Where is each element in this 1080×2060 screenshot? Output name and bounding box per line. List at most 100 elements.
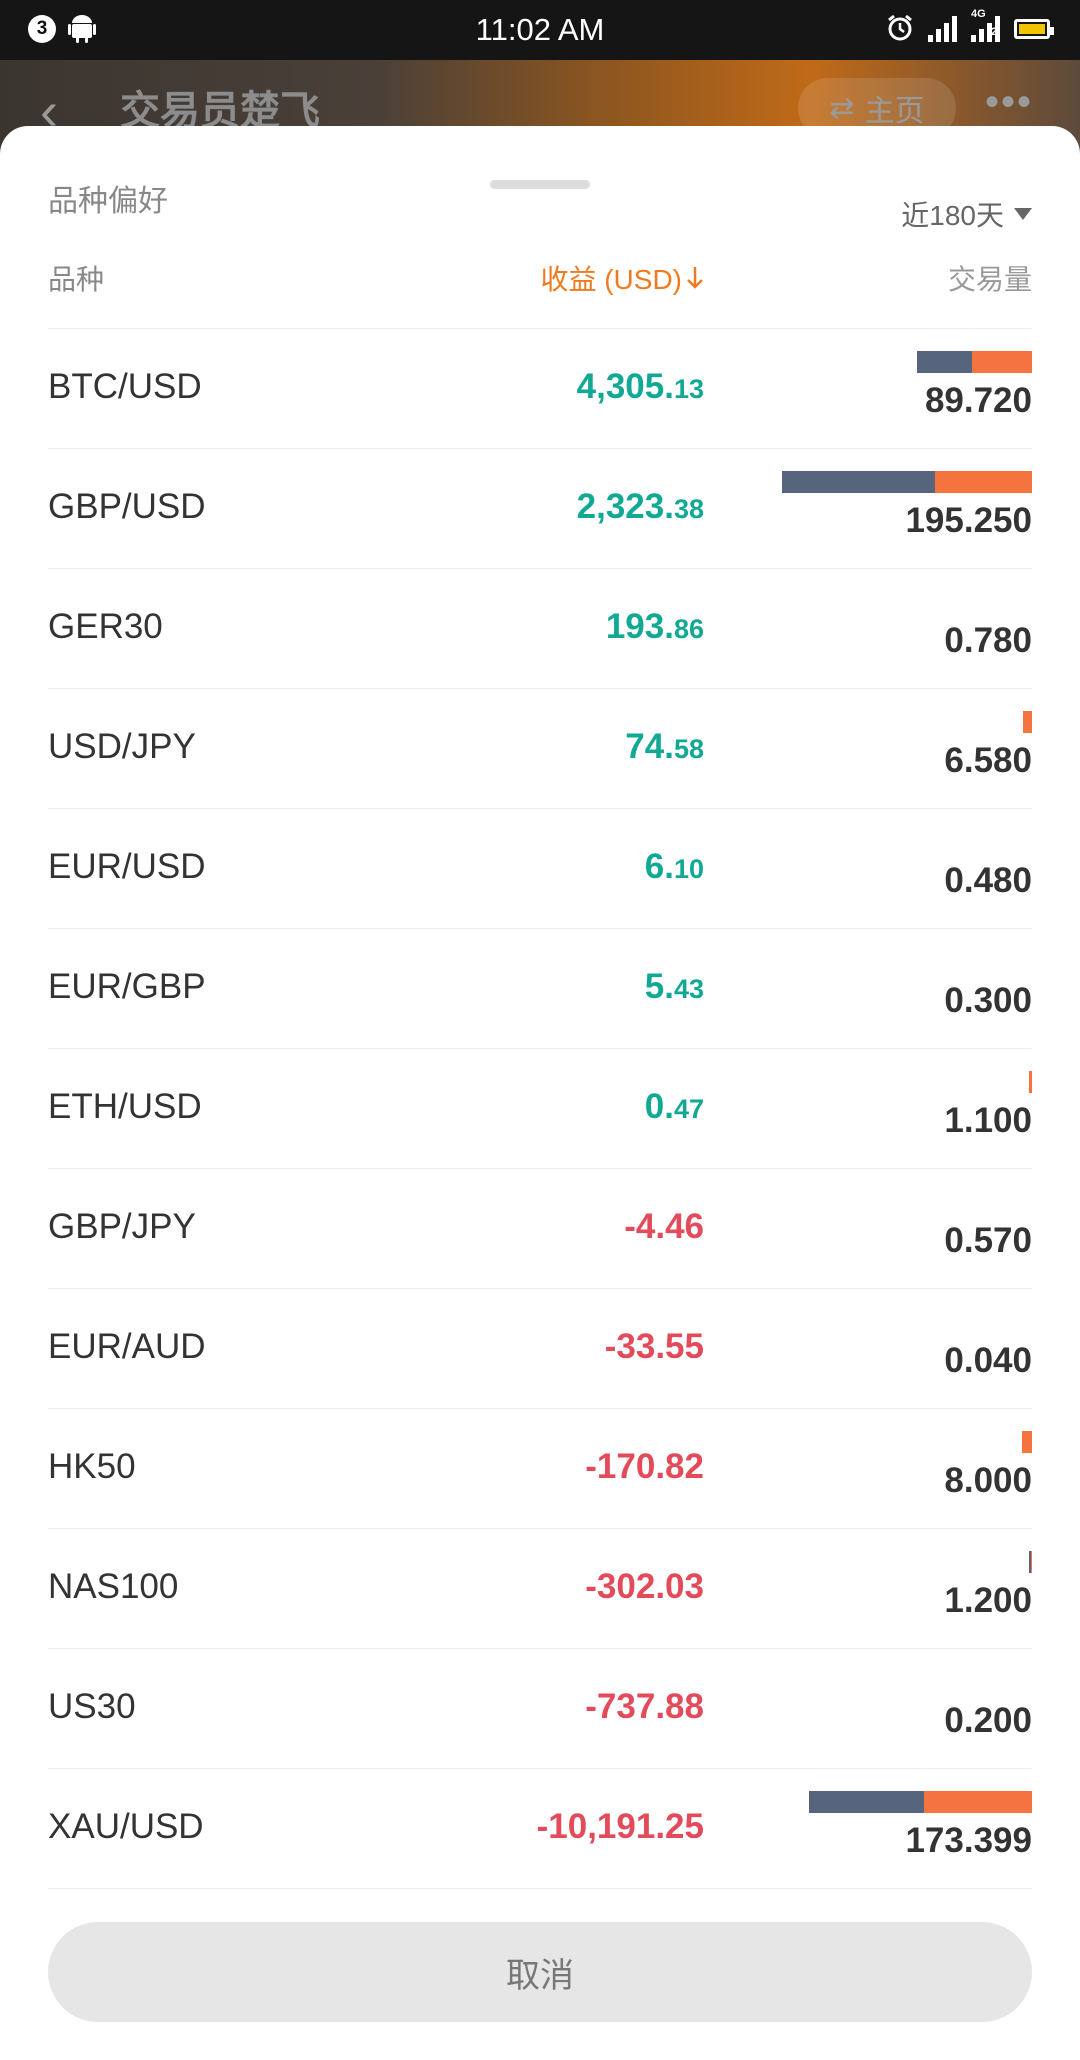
profit-decimal: 10	[673, 854, 704, 884]
instrument-name: EUR/AUD	[48, 1327, 206, 1366]
profit-value: 5.43	[645, 967, 704, 1007]
instrument-name: NAS100	[48, 1567, 179, 1606]
volume-value: 0.570	[944, 1221, 1032, 1260]
volume-bar-sell-segment	[924, 1791, 1032, 1813]
profit-integer: 6.	[644, 847, 674, 886]
volume-bar	[917, 351, 1032, 373]
profit-integer: -737.88	[585, 1687, 704, 1726]
table-row[interactable]: ETH/USD 0.47 1.100	[48, 1049, 1032, 1169]
profit-value: 4,305.13	[577, 367, 704, 407]
instrument-name: GBP/JPY	[48, 1207, 196, 1246]
instrument-name: BTC/USD	[48, 367, 202, 406]
column-header-profit-label: 收益 (USD)	[540, 264, 682, 295]
volume-bar-buy-segment	[1029, 1551, 1031, 1573]
table-row[interactable]: XAU/USD -10,191.25 173.399	[48, 1769, 1032, 1889]
network-type-label: 4G	[971, 8, 986, 20]
instrument-name: ETH/USD	[48, 1087, 202, 1126]
table-row[interactable]: EUR/GBP 5.43 0.300	[48, 929, 1032, 1049]
cancel-button[interactable]: 取消	[48, 1922, 1032, 2022]
volume-value: 195.250	[905, 501, 1032, 540]
volume-bar	[1029, 1551, 1032, 1573]
instrument-list: BTC/USD 4,305.13 89.720 GBP/USD 2,323.38 195.…	[48, 328, 1032, 1889]
profit-decimal: 43	[673, 974, 704, 1004]
volume-bar-buy-segment	[782, 471, 935, 493]
profit-value: -10,191.25	[537, 1807, 704, 1847]
signal-strength-icon	[928, 14, 957, 42]
volume-bar	[1023, 711, 1032, 733]
profit-integer: -4.46	[624, 1207, 704, 1246]
profit-integer: 4,305.	[576, 367, 674, 406]
volume-value: 1.100	[944, 1101, 1032, 1140]
table-row[interactable]: HK50 -170.82 8.000	[48, 1409, 1032, 1529]
profit-value: -737.88	[585, 1687, 704, 1727]
profit-integer: 5.	[644, 967, 674, 1006]
table-row[interactable]: NAS100 -302.03 1.200	[48, 1529, 1032, 1649]
profit-value: 2,323.38	[577, 487, 704, 527]
instrument-name: EUR/GBP	[48, 967, 206, 1006]
profit-integer: 0.	[644, 1087, 674, 1126]
column-header-instrument[interactable]: 品种	[48, 264, 105, 295]
volume-value: 1.200	[944, 1581, 1032, 1620]
profit-integer: 74.	[625, 727, 674, 766]
alarm-icon	[888, 14, 912, 41]
volume-value: 173.399	[905, 1821, 1032, 1860]
sheet-title: 品种偏好	[48, 185, 168, 218]
profit-decimal: 58	[673, 734, 704, 764]
volume-bar	[1022, 1431, 1032, 1453]
notification-count-badge: 3	[28, 15, 56, 43]
table-row[interactable]: EUR/AUD -33.55 0.040	[48, 1289, 1032, 1409]
instrument-preference-sheet: 品种偏好 近180天 品种 收益 (USD) 交易量 BTC/USD 4,305.…	[0, 126, 1080, 2060]
sort-desc-arrow-icon	[687, 267, 703, 289]
android-icon	[68, 15, 96, 43]
profit-decimal: 47	[673, 1094, 704, 1124]
profit-integer: -10,191.25	[536, 1807, 704, 1846]
profit-decimal: 38	[673, 494, 704, 524]
volume-value: 0.300	[944, 981, 1032, 1020]
volume-value: 0.200	[944, 1701, 1032, 1740]
profit-integer: -33.55	[604, 1327, 704, 1366]
volume-bar-sell-segment	[1023, 711, 1032, 733]
caret-down-icon	[1014, 208, 1032, 220]
column-header-volume[interactable]: 交易量	[947, 264, 1032, 295]
volume-bar-sell-segment	[972, 351, 1032, 373]
table-row[interactable]: GER30 193.86 0.780	[48, 569, 1032, 689]
table-header: 品种 收益 (USD) 交易量	[48, 258, 1032, 308]
profit-value: 193.86	[606, 607, 704, 647]
profit-decimal: 13	[673, 374, 704, 404]
profit-value: 6.10	[645, 847, 704, 887]
period-selector[interactable]: 近180天	[901, 194, 1032, 234]
sim-slot-label: 2	[991, 26, 998, 38]
instrument-name: GBP/USD	[48, 487, 206, 526]
instrument-name: XAU/USD	[48, 1807, 204, 1846]
volume-bar-buy-segment	[917, 351, 972, 373]
volume-bar-buy-segment	[809, 1791, 924, 1813]
volume-bar	[809, 1791, 1032, 1813]
more-icon[interactable]: •••	[985, 80, 1034, 124]
volume-bar-sell-segment	[935, 471, 1032, 493]
profit-value: -33.55	[605, 1327, 704, 1367]
home-label: 主页	[864, 95, 925, 128]
table-row[interactable]: GBP/USD 2,323.38 195.250	[48, 449, 1032, 569]
battery-icon	[1014, 19, 1054, 39]
profit-integer: -170.82	[585, 1447, 704, 1486]
profit-decimal: 86	[673, 614, 704, 644]
volume-bar	[1029, 1071, 1032, 1093]
table-row[interactable]: GBP/JPY -4.46 0.570	[48, 1169, 1032, 1289]
table-row[interactable]: USD/JPY 74.58 6.580	[48, 689, 1032, 809]
profit-value: -170.82	[585, 1447, 704, 1487]
switch-icon: ⇄	[829, 91, 855, 125]
column-header-profit[interactable]: 收益 (USD)	[540, 258, 704, 298]
sheet-drag-handle[interactable]	[490, 180, 590, 189]
table-row[interactable]: US30 -737.88 0.200	[48, 1649, 1032, 1769]
table-row[interactable]: BTC/USD 4,305.13 89.720	[48, 329, 1032, 449]
instrument-name: GER30	[48, 607, 163, 646]
status-bar: 3 11:02 AM 4G 2	[0, 0, 1080, 60]
volume-value: 0.480	[944, 861, 1032, 900]
table-row[interactable]: EUR/USD 6.10 0.480	[48, 809, 1032, 929]
profit-integer: 2,323.	[576, 487, 674, 526]
profit-value: -4.46	[624, 1207, 704, 1247]
profit-value: 0.47	[645, 1087, 704, 1127]
volume-value: 89.720	[924, 381, 1032, 420]
volume-value: 0.040	[944, 1341, 1032, 1380]
volume-value: 6.580	[944, 741, 1032, 780]
